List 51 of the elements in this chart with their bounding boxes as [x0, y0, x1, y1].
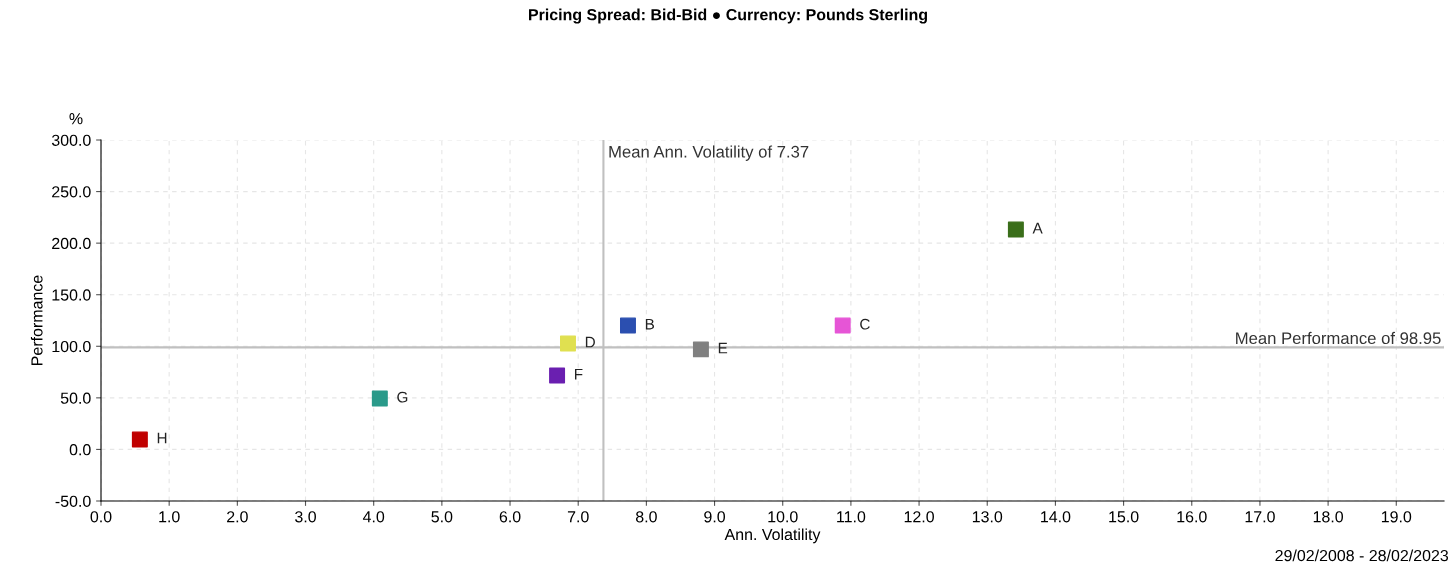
point — [371, 390, 388, 407]
x-tick-label: 5.0 — [431, 511, 453, 523]
x-tick-label: 9.0 — [704, 511, 726, 523]
y-tick-label: 150.0 — [52, 289, 91, 301]
x-tick-label: 16.0 — [1177, 511, 1207, 523]
x-tick-label: 4.0 — [362, 511, 385, 523]
x-tick-label: 18.0 — [1313, 511, 1344, 523]
point — [549, 367, 566, 384]
series-label: E — [718, 342, 728, 354]
x-tick-label: 13.0 — [972, 511, 1003, 523]
x-tick-label: 14.0 — [1041, 511, 1071, 523]
point — [131, 431, 148, 448]
x-tick-label: 12.0 — [904, 511, 934, 523]
series-label: F — [574, 368, 583, 380]
x-tick-label: 6.0 — [499, 511, 521, 523]
x-tick-label: 19.0 — [1381, 511, 1412, 523]
x-axis-title: Ann. Volatility — [724, 528, 821, 544]
point — [834, 317, 851, 334]
series-label: D — [585, 336, 595, 348]
series-label: H — [157, 432, 167, 444]
x-tick-label: 17.0 — [1245, 511, 1275, 523]
y-tick-label: 100.0 — [52, 340, 91, 353]
x-tick-label: 0.0 — [90, 511, 112, 523]
x-tick-label: 10.0 — [768, 511, 798, 523]
y-tick-label: 250.0 — [52, 186, 91, 198]
series-label: G — [397, 391, 408, 403]
text: 29/02/2008 - 28/02/2023 — [1275, 549, 1449, 562]
x-tick-label: 15.0 — [1109, 511, 1139, 523]
point — [692, 341, 709, 358]
x-tick-label: 7.0 — [567, 511, 589, 523]
y-tick-label: 200.0 — [52, 237, 91, 250]
x-tick-label: 8.0 — [635, 511, 657, 523]
x-tick-label: 2.0 — [227, 511, 248, 523]
series-label: A — [1032, 222, 1043, 234]
text: % — [69, 113, 83, 125]
series-label: C — [860, 318, 870, 330]
chart-title: Pricing Spread: Bid-Bid ● Currency: Pounds Sterling — [529, 8, 927, 24]
ref-line-label: Mean Ann. Volatility of 7.37 — [609, 145, 809, 161]
x-tick-label: 11.0 — [837, 511, 866, 523]
y-tick-label: 50.0 — [60, 392, 91, 404]
point — [1007, 221, 1024, 238]
y-axis-title: Performance — [30, 275, 43, 365]
y-tick-label: 0.0 — [69, 444, 91, 456]
point — [560, 335, 576, 352]
point — [619, 317, 636, 334]
x-tick-label: 1.0 — [159, 511, 180, 523]
ref-line-label: Mean Performance of 98.95 — [1236, 331, 1441, 345]
x-tick-label: 3.0 — [295, 511, 316, 523]
y-tick-label: 300.0 — [51, 134, 91, 146]
series-label: B — [645, 318, 655, 330]
y-tick-label: -50.0 — [55, 495, 91, 507]
